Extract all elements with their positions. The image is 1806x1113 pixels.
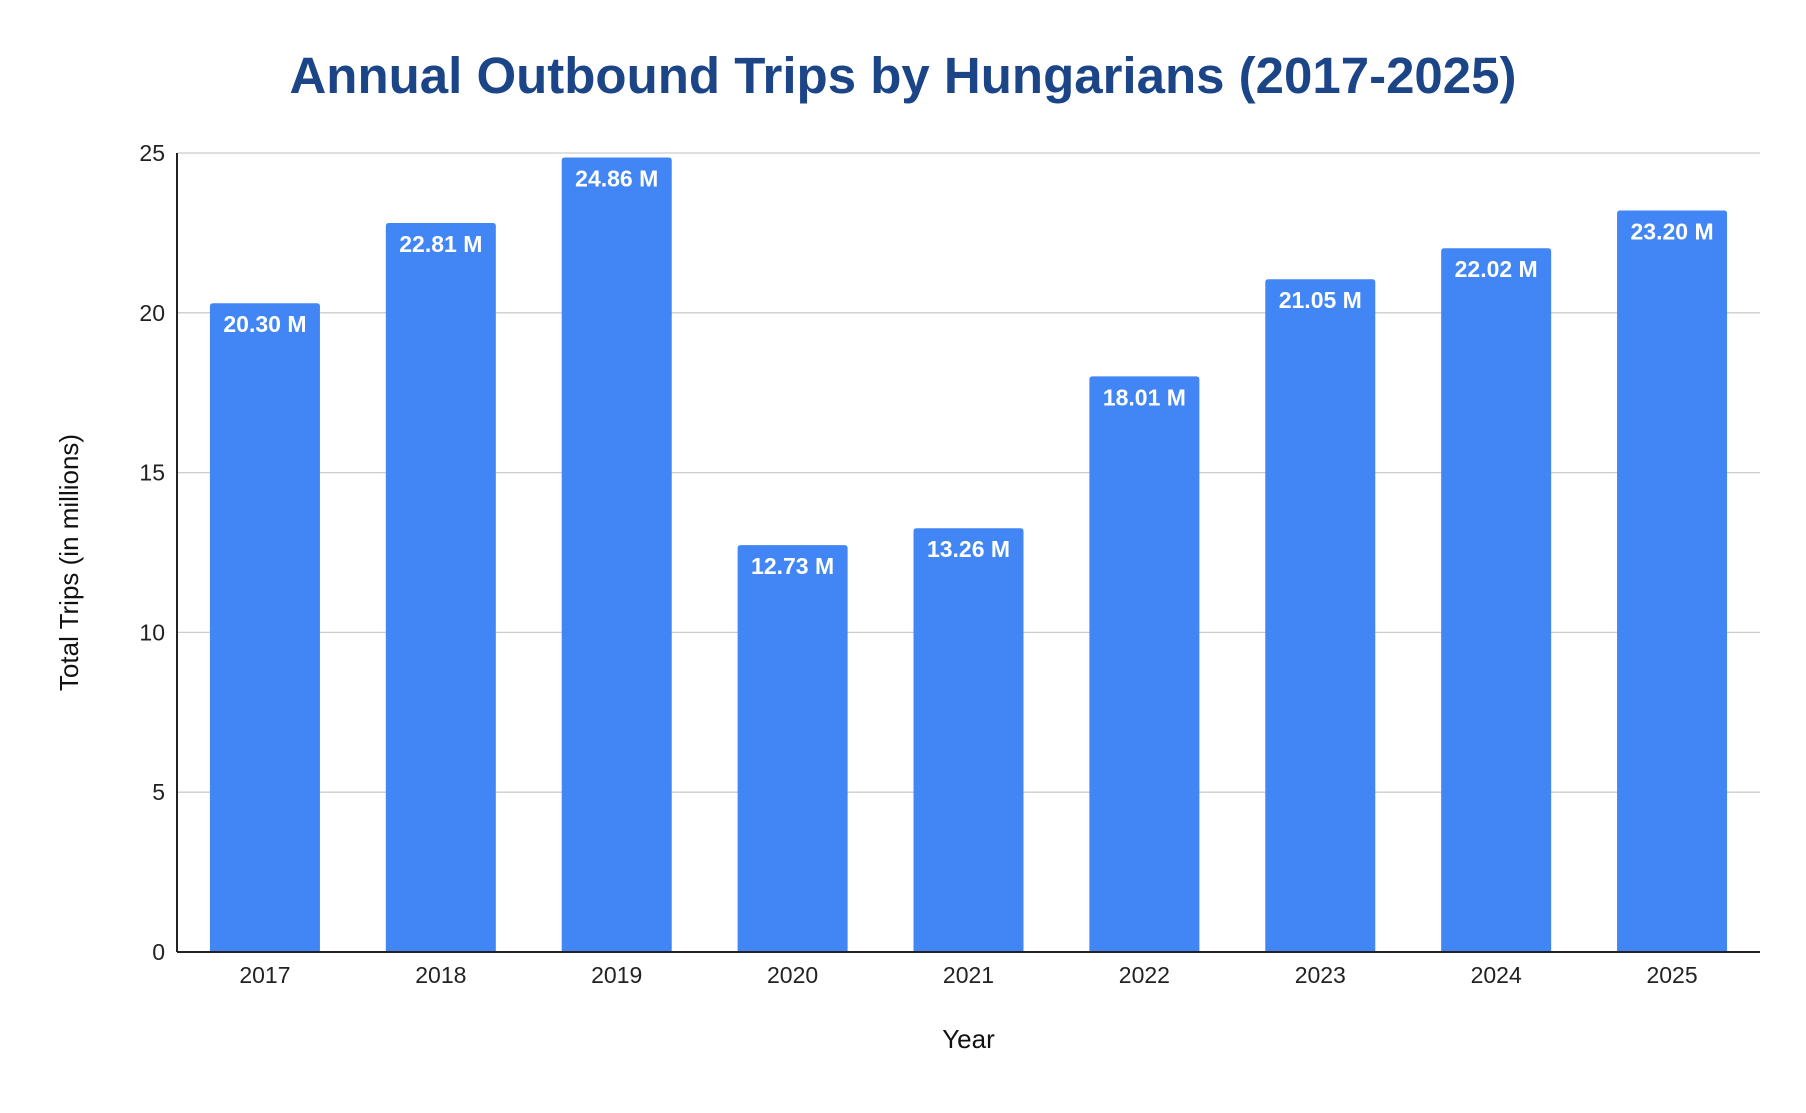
bar-2023 (1265, 279, 1376, 952)
x-tick-label: 2017 (239, 962, 290, 988)
chart-title: Annual Outbound Trips by Hungarians (201… (289, 47, 1516, 104)
y-axis-ticks: 0 5 10 15 20 25 (139, 140, 165, 965)
bar-data-label: 13.26 M (927, 536, 1010, 562)
y-axis-label: Total Trips (in millions) (54, 434, 84, 691)
bar-2020 (737, 545, 848, 952)
y-tick-label: 0 (152, 939, 165, 965)
x-tick-label: 2018 (415, 962, 466, 988)
bar-data-label: 18.01 M (1103, 384, 1186, 410)
bars: 20.30 M 22.81 M 24.86 M 12.73 M 13.26 M 18.01… (209, 157, 1728, 953)
bar-2018 (385, 222, 496, 952)
bar-data-label: 21.05 M (1279, 287, 1362, 313)
x-tick-label: 2019 (591, 962, 642, 988)
bar-2022 (1089, 376, 1200, 952)
bar-data-label: 12.73 M (751, 553, 834, 579)
x-tick-label: 2024 (1471, 962, 1522, 988)
y-tick-label: 20 (139, 300, 165, 326)
x-tick-label: 2022 (1119, 962, 1170, 988)
x-tick-label: 2023 (1295, 962, 1346, 988)
bar-data-label: 23.20 M (1631, 219, 1714, 245)
bar-data-label: 22.02 M (1455, 256, 1538, 282)
bar-2024 (1441, 248, 1552, 953)
bar-data-label: 22.81 M (399, 231, 482, 257)
bar-data-label: 20.30 M (223, 311, 306, 337)
bar-2025 (1617, 210, 1728, 952)
bar-2021 (913, 528, 1024, 952)
x-axis-label: Year (942, 1024, 995, 1054)
bar-2017 (209, 303, 320, 952)
bar-2019 (561, 157, 672, 953)
x-tick-label: 2020 (767, 962, 818, 988)
x-axis-ticks: 2017 2018 2019 2020 2021 2022 2023 2024 2025 (239, 962, 1697, 988)
x-tick-label: 2025 (1646, 962, 1697, 988)
y-tick-label: 10 (139, 619, 165, 645)
bar-data-label: 24.86 M (575, 165, 658, 191)
y-tick-label: 15 (139, 460, 165, 486)
y-tick-label: 25 (139, 140, 165, 166)
y-tick-label: 5 (152, 779, 165, 805)
x-tick-label: 2021 (943, 962, 994, 988)
